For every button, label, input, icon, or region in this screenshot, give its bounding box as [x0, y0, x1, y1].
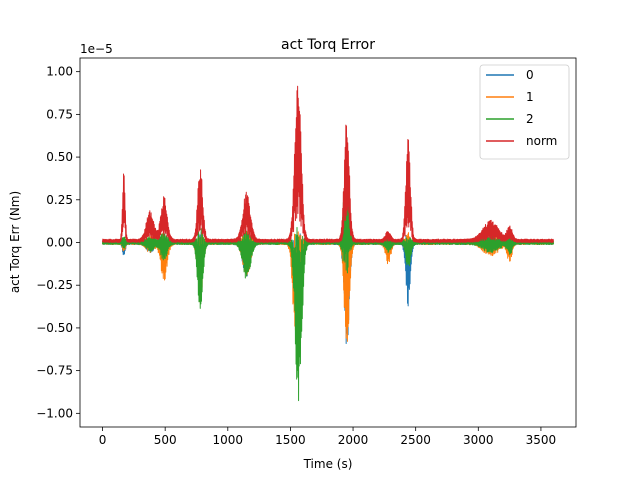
y-tick-label: 1.00 — [46, 65, 73, 79]
x-tick-label: 3000 — [463, 433, 494, 447]
y-tick-label: 0.50 — [46, 150, 73, 164]
legend[interactable]: 0 1 2 norm — [479, 64, 570, 160]
x-tick-label: 1000 — [213, 433, 244, 447]
plot-frame — [79, 57, 577, 428]
y-tick-label: 0.75 — [46, 107, 73, 121]
x-tick-label: 2500 — [400, 433, 431, 447]
y-tick-label: −0.25 — [36, 278, 73, 292]
legend-label-0: 0 — [526, 68, 534, 82]
y-tick-label: 0.25 — [46, 193, 73, 207]
y-axis: −1.00 −0.75 −0.50 −0.25 0.00 0.25 0.50 0.75 1.00 — [36, 65, 80, 420]
legend-label-norm: norm — [526, 134, 557, 148]
x-tick-label: 2000 — [338, 433, 369, 447]
y-tick-label: −1.00 — [36, 406, 73, 420]
y-axis-label: act Torq Err (Nm) — [8, 191, 22, 293]
y-offset-text: 1e−5 — [80, 42, 113, 56]
y-tick-label: 0.00 — [46, 236, 73, 250]
legend-label-2: 2 — [526, 112, 534, 126]
legend-box — [479, 64, 570, 160]
x-tick-label: 1500 — [275, 433, 306, 447]
x-axis-label: Time (s) — [303, 457, 353, 471]
x-tick-label: 3500 — [526, 433, 557, 447]
chart-title: act Torq Error — [281, 37, 375, 53]
plot-area — [102, 85, 554, 402]
x-tick-label: 0 — [99, 433, 107, 447]
y-tick-label: −0.75 — [36, 364, 73, 378]
legend-label-1: 1 — [526, 90, 534, 104]
x-tick-label: 500 — [154, 433, 177, 447]
series-line-2 — [102, 151, 554, 402]
x-axis: 0 500 1000 1500 2000 2500 3000 3500 — [99, 427, 556, 447]
series-line-norm — [102, 85, 554, 243]
y-tick-label: −0.50 — [36, 321, 73, 335]
